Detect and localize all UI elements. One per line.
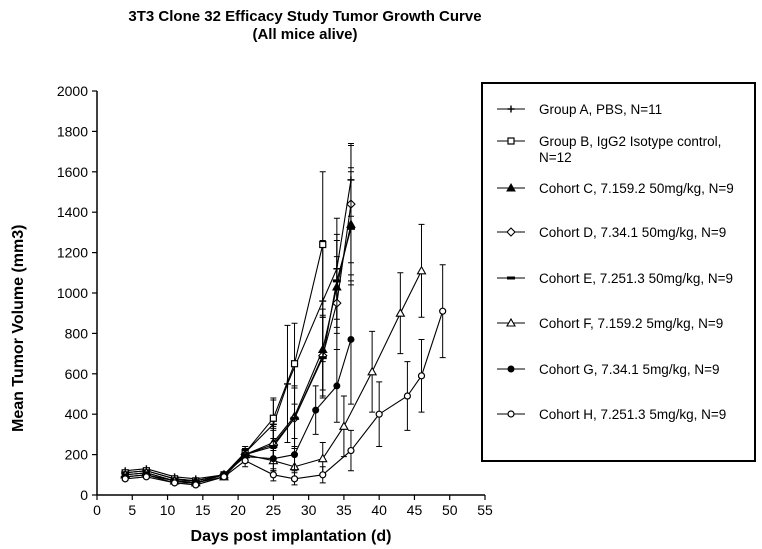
x-tick-label: 55 <box>477 502 493 518</box>
legend-symbol <box>495 316 527 330</box>
legend-symbol <box>495 271 527 285</box>
legend-marker <box>508 411 514 417</box>
series-line <box>125 311 442 485</box>
series-0 <box>122 144 355 483</box>
legend-marker <box>508 106 515 113</box>
data-point <box>334 383 340 389</box>
x-tick-label: 40 <box>371 502 387 518</box>
x-tick-label: 25 <box>266 502 282 518</box>
legend-symbol <box>495 225 527 239</box>
legend-label: Cohort C, 7.159.2 50mg/kg, N=9 <box>539 181 754 197</box>
y-tick-label: 1200 <box>57 245 88 261</box>
data-point <box>418 267 426 274</box>
data-point <box>440 308 446 314</box>
y-tick-label: 1000 <box>57 285 88 301</box>
data-point <box>242 458 248 464</box>
legend-symbol <box>495 134 527 148</box>
y-axis-label: Mean Tumor Volume (mm3) <box>10 225 28 432</box>
legend-symbol <box>495 362 527 376</box>
x-tick-label: 20 <box>230 502 246 518</box>
data-point <box>348 448 354 454</box>
legend-marker <box>508 138 514 144</box>
data-point <box>368 368 376 375</box>
y-tick-label: 1400 <box>57 204 88 220</box>
data-point <box>320 472 326 478</box>
x-tick-label: 30 <box>301 502 317 518</box>
series-line <box>125 204 351 483</box>
data-point <box>319 356 327 359</box>
legend-symbol <box>495 181 527 195</box>
data-point <box>319 455 327 462</box>
data-point <box>270 472 276 478</box>
x-tick-label: 15 <box>195 502 211 518</box>
series-3 <box>121 146 355 487</box>
legend-label: Cohort E, 7.251.3 50mg/kg, N=9 <box>539 271 754 287</box>
y-tick-label: 1800 <box>57 123 88 139</box>
legend-label: Cohort F, 7.159.2 5mg/kg, N=9 <box>539 316 754 332</box>
x-tick-label: 0 <box>93 502 101 518</box>
y-tick-label: 0 <box>80 487 88 503</box>
y-tick-label: 800 <box>65 325 89 341</box>
legend-marker <box>508 366 514 372</box>
x-tick-label: 5 <box>128 502 136 518</box>
x-axis-label: Days post implantation (d) <box>96 528 486 546</box>
data-point <box>313 407 319 413</box>
y-tick-label: 1600 <box>57 164 88 180</box>
data-point <box>143 474 149 480</box>
legend-label: Cohort G, 7.34.1 5mg/kg, N=9 <box>539 362 754 378</box>
data-point <box>292 476 298 482</box>
data-point <box>292 452 298 458</box>
legend-symbol <box>495 102 527 116</box>
data-point <box>404 393 410 399</box>
x-tick-label: 35 <box>336 502 352 518</box>
x-tick-label: 50 <box>442 502 458 518</box>
data-point <box>270 456 276 462</box>
series-4 <box>121 172 355 483</box>
legend-marker <box>507 277 515 280</box>
data-point <box>333 279 341 282</box>
data-point <box>320 242 326 248</box>
data-point <box>340 422 348 429</box>
data-point <box>347 227 355 230</box>
x-tick-label: 45 <box>407 502 423 518</box>
data-point <box>270 415 276 421</box>
data-point <box>419 373 425 379</box>
data-point <box>396 309 404 316</box>
data-point <box>291 417 299 420</box>
data-point <box>122 476 128 482</box>
legend-label: Group B, IgG2 Isotype control, N=12 <box>539 134 754 166</box>
y-tick-label: 200 <box>65 447 89 463</box>
series-7 <box>122 265 445 488</box>
legend-marker <box>507 228 515 236</box>
axes: 0 200 400 600 800 1000 1200 1400 1600 1800 2000 0 5 1… <box>57 83 493 518</box>
series-layer <box>121 144 445 488</box>
series-6 <box>122 275 354 486</box>
series-1 <box>122 172 326 484</box>
series-2 <box>121 168 355 484</box>
data-point <box>292 361 298 367</box>
legend-label: Cohort D, 7.34.1 50mg/kg, N=9 <box>539 225 754 241</box>
data-point <box>193 482 199 488</box>
data-point <box>221 474 227 480</box>
legend: Group A, PBS, N=11 Group B, IgG2 Isotype … <box>481 82 756 462</box>
data-point <box>376 411 382 417</box>
legend-symbol <box>495 407 527 421</box>
legend-label: Group A, PBS, N=11 <box>539 102 754 118</box>
y-tick-label: 2000 <box>57 83 88 99</box>
data-point <box>172 480 178 486</box>
y-tick-label: 400 <box>65 406 89 422</box>
data-point <box>348 336 354 342</box>
legend-label: Cohort H, 7.251.3 5mg/kg, N=9 <box>539 407 754 423</box>
x-tick-label: 10 <box>160 502 176 518</box>
y-tick-label: 600 <box>65 366 89 382</box>
series-line <box>125 224 351 481</box>
